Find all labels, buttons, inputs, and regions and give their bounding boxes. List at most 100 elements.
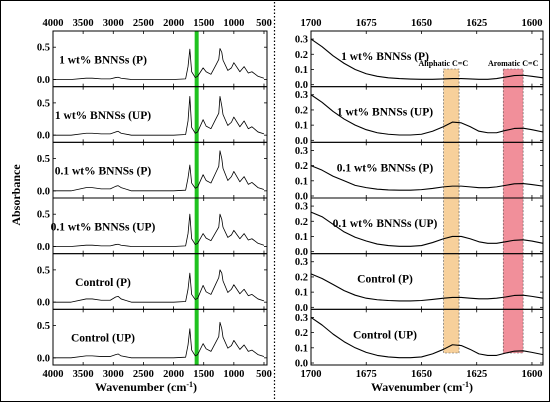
- band-aliphatic-c-c: [443, 68, 460, 354]
- right-panel: Aliphatic C=C Aromatic C=C 0.0 0.1 0.2 0.3 1 w…: [295, 18, 544, 380]
- left-x-axis-label-main: Wavenumber (cm: [95, 380, 186, 394]
- left-x-axis-label-close: ): [193, 380, 197, 394]
- y-tick-label: 0.1: [295, 343, 308, 354]
- y-tick-label: 0.5: [37, 154, 50, 165]
- x-tick-label-top: 1000: [223, 18, 244, 29]
- band-label-aromatic-c-c: Aromatic C=C: [488, 59, 539, 68]
- x-tick-label-bottom: 2500: [133, 369, 154, 380]
- strip-1-wt-bnnss-p: 0.0 0.5 1 wt% BNNSs (P): [37, 30, 268, 88]
- y-tick-label: 0.2: [295, 50, 308, 61]
- x-tick-label-bottom: 4000: [43, 369, 64, 380]
- x-tick-label-top: 1500: [193, 18, 214, 29]
- series-label-control-up: Control (UP): [353, 329, 417, 341]
- x-tick-label-top: 3000: [103, 18, 124, 29]
- strip-0-1-wt-bnnss-up: 0.0 0.50.1 wt% BNNSs (UP): [37, 197, 268, 255]
- series-label-1-wt-bnnss-p: 1 wt% BNNSs (P): [341, 51, 429, 63]
- strip-control-up: 0.0 0.5 Control (UP): [37, 308, 268, 366]
- right-x-axis-label-sup: -1: [462, 380, 469, 389]
- x-tick-label-bottom: 1000: [223, 369, 244, 380]
- x-tick-label-top: 1675: [356, 18, 377, 29]
- x-tick-label-bottom: 2000: [163, 369, 184, 380]
- y-tick-label: 0.3: [295, 146, 308, 157]
- series-line-0-1-wt-bnnss-up: [310, 211, 544, 247]
- y-tick-label: 0.0: [295, 192, 308, 203]
- x-tick-label-top: 1700: [301, 18, 322, 29]
- y-tick-label: 0.1: [295, 176, 308, 187]
- x-tick-label-bottom: 3500: [73, 369, 94, 380]
- x-tick-label-bottom: 1600: [521, 369, 542, 380]
- x-tick-label-bottom: 500: [256, 369, 272, 380]
- strip-frame: [310, 308, 544, 366]
- series-line-1-wt-bnnss-up: [53, 96, 265, 136]
- y-tick-label: 0.0: [295, 303, 308, 314]
- x-tick-label-top: 1600: [521, 18, 542, 29]
- y-tick-label: 0.0: [37, 186, 50, 197]
- y-tick-label: 0.0: [295, 247, 308, 258]
- series-line-control-p: [310, 273, 544, 302]
- x-tick-label-top: 2500: [133, 18, 154, 29]
- strip-frame: [52, 308, 268, 366]
- y-tick-label: 0.5: [37, 43, 50, 54]
- y-tick-label: 0.3: [295, 313, 308, 324]
- band-label-aliphatic-c-c: Aliphatic C=C: [418, 59, 468, 68]
- x-tick-label-bottom: 1500: [193, 369, 214, 380]
- y-tick-label: 0.0: [295, 136, 308, 147]
- series-label-control-up: Control (UP): [71, 333, 135, 345]
- y-tick-label: 0.1: [295, 232, 308, 243]
- series-line-control-up: [310, 316, 544, 359]
- series-line-0-1-wt-bnnss-p: [53, 150, 265, 192]
- y-tick-label: 0.0: [37, 242, 50, 253]
- series-label-0-1-wt-bnnss-up: 0.1 wt% BNNSs (UP): [51, 221, 156, 233]
- y-tick-label: 0.5: [37, 321, 50, 332]
- series-line-control-p: [53, 269, 265, 303]
- strip-1-wt-bnnss-up: 0.0 0.1 0.2 0.3 1 wt% BNNSs (UP): [295, 86, 544, 147]
- right-x-axis-label-close: ): [469, 380, 473, 394]
- band-aromatic-c-c: [502, 68, 524, 354]
- series-line-0-1-wt-bnnss-p: [310, 165, 544, 191]
- series-line-control-up: [53, 321, 265, 359]
- series-label-0-1-wt-bnnss-p: 0.1 wt% BNNSs (P): [337, 162, 434, 174]
- series-line-1-wt-bnnss-up: [310, 94, 544, 136]
- right-x-axis-label: Wavenumber (cm-1): [371, 380, 473, 394]
- series-label-1-wt-bnnss-p: 1 wt% BNNSs (P): [59, 54, 147, 66]
- y-tick-label: 0.5: [37, 210, 50, 221]
- y-tick-label: 0.0: [295, 359, 308, 370]
- y-tick-label: 0.1: [295, 288, 308, 299]
- x-tick-label-bottom: 1625: [466, 369, 487, 380]
- y-tick-label: 0.2: [295, 328, 308, 339]
- y-tick-label: 0.0: [295, 80, 308, 91]
- y-tick-label: 0.3: [295, 202, 308, 213]
- strip-control-p: 0.0 0.1 0.2 0.3 Control (P): [295, 253, 544, 314]
- y-tick-label: 0.0: [37, 353, 50, 364]
- series-label-0-1-wt-bnnss-up: 0.1 wt% BNNSs (UP): [333, 218, 438, 230]
- y-tick-label: 0.5: [37, 265, 50, 276]
- series-label-1-wt-bnnss-up: 1 wt% BNNSs (UP): [337, 107, 433, 119]
- y-tick-label: 0.2: [295, 217, 308, 228]
- y-tick-label: 0.3: [295, 90, 308, 101]
- left-x-axis-label: Wavenumber (cm-1): [95, 380, 197, 394]
- series-label-control-p: Control (P): [357, 274, 413, 286]
- strip-0-1-wt-bnnss-p: 0.0 0.5 0.1 wt% BNNSs (P): [37, 141, 268, 199]
- y-tick-label: 0.0: [37, 131, 50, 142]
- strip-control-up: 0.0 0.1 0.2 0.3 Control (UP): [295, 308, 544, 370]
- right-x-axis-label-main: Wavenumber (cm: [371, 380, 462, 394]
- y-tick-label: 0.2: [295, 272, 308, 283]
- y-tick-label: 0.0: [37, 298, 50, 309]
- series-line-1-wt-bnnss-p: [310, 38, 544, 80]
- x-tick-label-top: 1650: [411, 18, 432, 29]
- y-tick-label: 0.3: [295, 257, 308, 268]
- x-tick-label-bottom: 1650: [411, 369, 432, 380]
- x-tick-label-top: 4000: [43, 18, 64, 29]
- y-tick-label: 0.1: [295, 121, 308, 132]
- series-label-0-1-wt-bnnss-p: 0.1 wt% BNNSs (P): [55, 166, 152, 178]
- y-tick-label: 0.1: [295, 65, 308, 76]
- x-tick-label-top: 500: [256, 18, 272, 29]
- series-line-0-1-wt-bnnss-up: [53, 213, 265, 247]
- y-tick-label: 0.2: [295, 105, 308, 116]
- x-tick-label-bottom: 3000: [103, 369, 124, 380]
- y-tick-label: 0.0: [37, 75, 50, 86]
- left-x-axis-label-sup: -1: [186, 380, 193, 389]
- left-panel: 0.0 0.5 1 wt% BNNSs (P) 0.0 0.5 1 wt% BNNSs (…: [37, 18, 272, 380]
- x-tick-label-top: 1625: [466, 18, 487, 29]
